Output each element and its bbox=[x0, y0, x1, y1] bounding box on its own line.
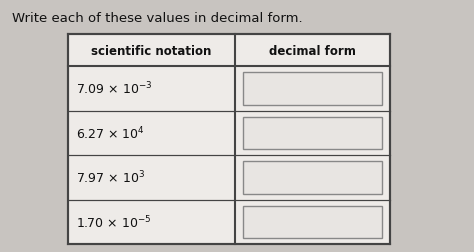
Text: 7.97 × 10$^{3}$: 7.97 × 10$^{3}$ bbox=[76, 169, 145, 186]
Text: decimal form: decimal form bbox=[269, 44, 356, 57]
Bar bbox=[243, 206, 382, 238]
Bar bbox=[243, 73, 382, 105]
Bar bbox=[243, 161, 382, 194]
Bar bbox=[243, 117, 382, 149]
Bar bbox=[68, 35, 390, 244]
Text: 6.27 × 10$^{4}$: 6.27 × 10$^{4}$ bbox=[76, 125, 145, 141]
Text: 1.70 × 10$^{-5}$: 1.70 × 10$^{-5}$ bbox=[76, 214, 151, 230]
Text: scientific notation: scientific notation bbox=[91, 44, 212, 57]
Text: Write each of these values in decimal form.: Write each of these values in decimal fo… bbox=[12, 12, 302, 25]
Text: 7.09 × 10$^{-3}$: 7.09 × 10$^{-3}$ bbox=[76, 81, 153, 97]
